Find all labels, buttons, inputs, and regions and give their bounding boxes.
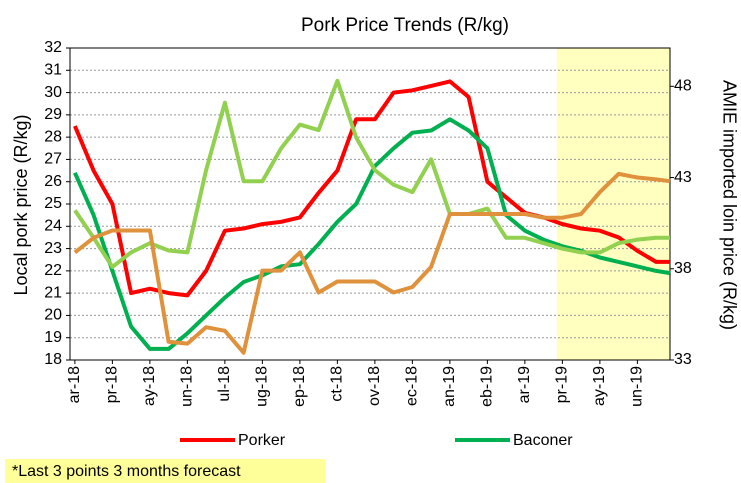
y-tick-label: 25: [44, 195, 62, 212]
x-tick-label: ay-19: [591, 366, 608, 406]
y-axis-label: Local pork price (R/kg): [11, 114, 31, 295]
series-line: [73, 171, 671, 355]
y-tick-label: 20: [44, 307, 62, 324]
x-tick-label: pr-19: [554, 366, 571, 403]
x-tick-label: ep-18: [291, 366, 308, 407]
x-tick-label: un-18: [179, 366, 196, 407]
legend-label: Porker: [238, 432, 286, 449]
legend-label: Baconer: [513, 432, 573, 449]
y-tick-label: 22: [44, 262, 62, 279]
annotation-box: [5, 459, 325, 483]
x-tick-label: ar-19: [516, 366, 533, 403]
x-tick-label: ov-18: [366, 366, 383, 406]
y-tick-label: 24: [44, 218, 62, 235]
y-tick-label: 18: [44, 351, 62, 368]
y-tick-label: 29: [44, 106, 62, 123]
y-tick-label: 19: [44, 329, 62, 346]
plot-border: [69, 47, 671, 361]
y-tick-label: 28: [44, 128, 62, 145]
y-tick-label: 31: [44, 62, 62, 79]
x-tick-label: pr-18: [104, 366, 121, 403]
y2-tick-label: 38: [674, 260, 692, 277]
y-tick-label: 23: [44, 240, 62, 257]
x-tick-label: ug-18: [254, 366, 271, 407]
x-tick-label: un-19: [629, 366, 646, 407]
x-tick-label: ul-18: [216, 366, 233, 402]
x-tick-label: ay-18: [141, 366, 158, 406]
y2-tick-label: 33: [674, 351, 692, 368]
x-tick-label: ec-18: [404, 366, 421, 406]
y-tick-label: 32: [44, 39, 62, 56]
y2-axis-label: AMIE imported loin price (R/kg): [719, 80, 739, 330]
annotation: *Last 3 points 3 months forecast: [12, 463, 241, 480]
forecast-region: [556, 48, 670, 360]
y-tick-label: 27: [44, 151, 62, 168]
series-line: [73, 78, 670, 269]
y2-tick-label: 43: [674, 169, 692, 186]
x-tick-label: ar-18: [66, 366, 83, 403]
y-tick-label: 21: [44, 284, 62, 301]
x-tick-label: ct-18: [329, 366, 346, 402]
x-tick-label: an-19: [441, 366, 458, 407]
x-tick-label: eb-19: [479, 366, 496, 407]
y-tick-label: 30: [44, 84, 62, 101]
y-tick-label: 26: [44, 173, 62, 190]
y2-tick-label: 48: [674, 78, 692, 95]
chart-title: Pork Price Trends (R/kg): [301, 15, 509, 36]
series-line: [73, 79, 670, 298]
